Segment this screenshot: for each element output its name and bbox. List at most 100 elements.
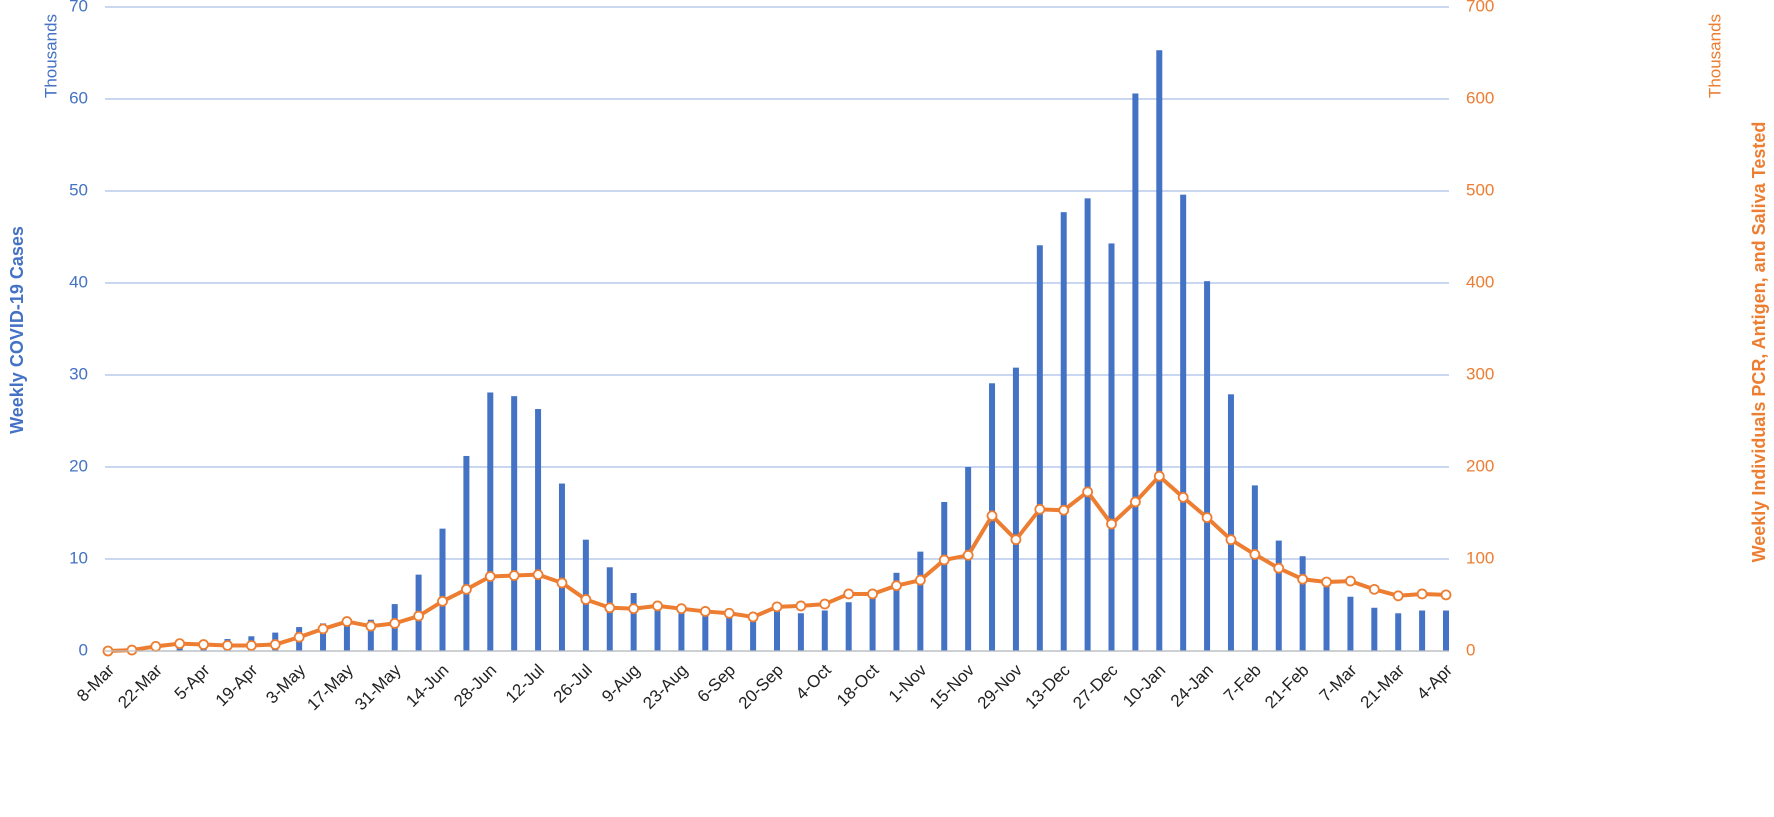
line-marker [843,588,855,600]
x-tick-label: 10-Jan [1119,661,1169,711]
line-marker [1034,503,1046,515]
x-tick-label: 21-Feb [1261,661,1313,713]
x-tick-label: 1-Nov [885,660,931,706]
x-tick-label: 31-May [351,660,405,714]
line-marker [676,603,687,615]
bar [535,409,542,651]
line-marker [1321,576,1332,588]
line-marker [1345,575,1356,587]
bar [797,613,804,651]
bar [917,551,924,651]
line-marker [962,549,974,561]
line-marker [460,583,472,595]
line-marker [556,577,568,589]
bar [1443,610,1449,651]
x-tick-label: 12-Jul [502,661,548,707]
bar [893,572,900,651]
bar [941,501,948,651]
line-marker [1225,534,1237,546]
line-marker [1440,589,1452,601]
y-axis-title: Weekly COVID-19 Cases [7,226,27,434]
bar [1036,245,1043,651]
x-tick-label: 17-May [303,660,357,714]
bar [1419,610,1426,651]
line-marker [198,639,209,650]
y2-tick-label: 500 [1466,180,1494,199]
x-tick-label: 4-Oct [792,660,835,703]
line-marker [628,603,640,615]
y-tick-label: 70 [69,0,88,15]
x-tick-label: 6-Sep [694,661,740,707]
line-marker [150,641,162,652]
bar [558,483,565,651]
x-tick-label: 24-Jan [1167,661,1217,711]
x-tick-label: 18-Oct [833,660,883,710]
bar [1132,93,1139,652]
bar [463,455,470,651]
bar [1156,50,1163,652]
line-marker [484,571,496,582]
bar [1275,540,1282,651]
x-tick-label: 27-Dec [1069,660,1122,713]
x-tick-label: 20-Sep [735,661,787,713]
line-marker [341,616,353,627]
line-marker [365,620,377,632]
bar [487,392,494,651]
y-axis-unit: Thousands [41,14,60,98]
line-marker [389,618,401,629]
x-tick-label: 5-Apr [171,660,214,703]
line-marker [580,594,592,605]
line-marker [891,580,902,592]
line-marker [699,606,711,617]
x-tick-label: 29-Nov [974,660,1027,713]
x-tick-label: 8-Mar [73,660,118,705]
line-marker [938,554,950,566]
y2-axis-unit: Thousands [1705,14,1724,98]
bar [678,607,685,651]
bar [1227,394,1234,651]
line-marker [1297,573,1309,585]
bar [1108,243,1115,651]
line-marker [604,602,616,614]
line-marker [795,600,807,612]
line-marker [652,600,663,612]
line-marker [245,640,257,651]
bar [320,623,327,651]
x-tick-label: 28-Jun [450,661,500,711]
x-tick-label: 4-Apr [1413,660,1456,703]
bar [630,593,637,651]
line-marker [174,638,186,650]
line-marker [747,611,759,623]
y2-tick-label: 700 [1466,0,1494,15]
y-tick-label: 0 [79,640,88,659]
line-marker [126,644,138,656]
x-tick-label: 7-Mar [1316,660,1361,705]
bar [343,621,350,651]
line-marker [1368,583,1380,595]
line-marker [1249,549,1261,560]
y-tick-label: 10 [69,548,88,567]
line-marker [1106,518,1117,530]
y-tick-label: 20 [69,456,88,475]
line-marker [1010,534,1022,546]
bar [1180,194,1187,651]
y2-tick-label: 300 [1466,364,1494,383]
line-marker [867,588,878,600]
line-marker [1153,470,1165,482]
line-marker [293,631,305,643]
x-tick-label: 9-Aug [598,661,644,707]
x-tick-label: 22-Mar [114,660,166,712]
bar [1060,212,1067,651]
line-marker [413,610,425,622]
bar [1299,556,1306,651]
y2-tick-label: 100 [1466,548,1494,567]
line-marker [723,607,735,619]
line-marker [269,639,281,650]
line-marker [508,570,520,581]
line-marker [1129,496,1141,508]
bar [1251,485,1258,651]
bar [1395,613,1402,651]
line-marker [1058,504,1070,516]
y2-axis-title: Weekly Individuals PCR, Antigen, and Sal… [1749,122,1769,563]
bar [439,528,446,651]
